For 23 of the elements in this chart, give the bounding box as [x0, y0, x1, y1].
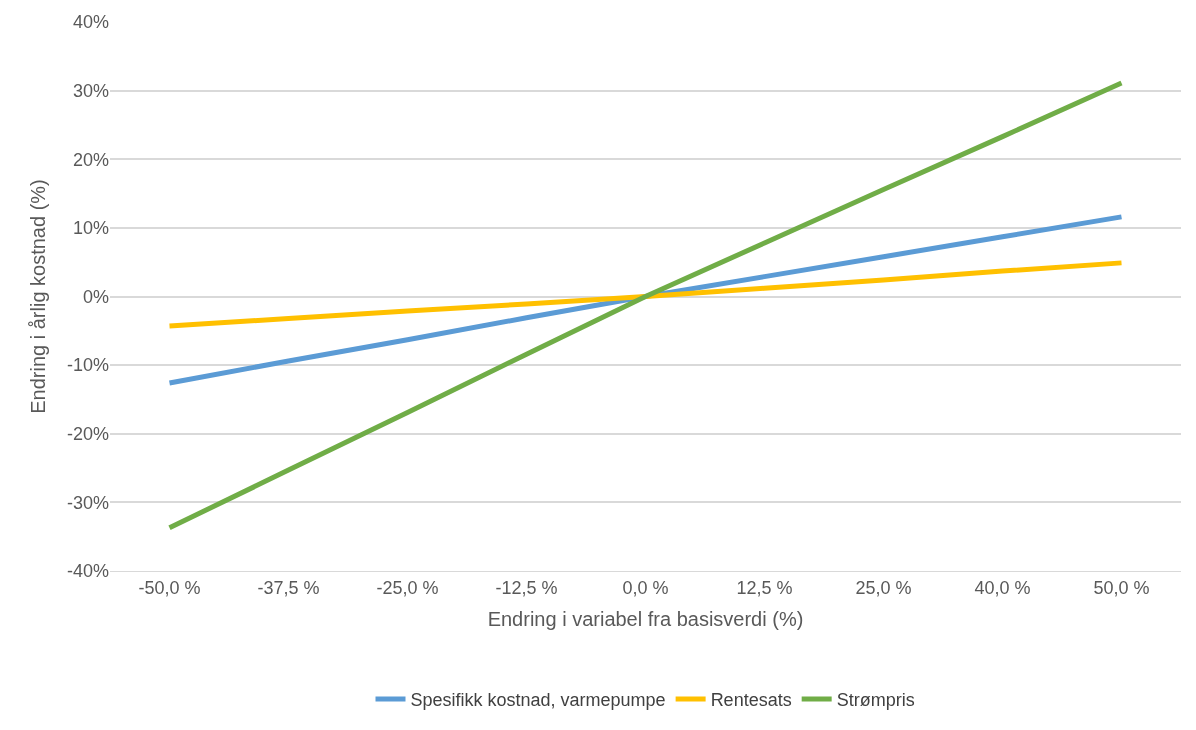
x-tick-label: -37,5 % [257, 577, 320, 598]
x-tick-label: -12,5 % [495, 577, 558, 598]
legend-label: Spesifikk kostnad, varmepumpe [410, 690, 666, 711]
x-axis-title: Endring i variabel fra basisverdi (%) [487, 608, 804, 631]
y-tick-label: 40% [72, 12, 109, 33]
x-tick-label: 25,0 % [855, 577, 912, 598]
x-tick-label: 12,5 % [736, 577, 793, 598]
y-tick-label: -30% [66, 492, 109, 513]
x-tick-label: 0,0 % [622, 577, 669, 598]
x-tick-label: -25,0 % [376, 577, 439, 598]
legend-label: Rentesats [710, 690, 792, 711]
y-tick-label: 20% [72, 149, 109, 170]
y-axis-title: Endring i årlig kostnad (%) [27, 179, 50, 414]
y-tick-label: -40% [66, 561, 109, 582]
x-tick-label: 50,0 % [1093, 577, 1150, 598]
y-tick-label: -20% [66, 424, 109, 445]
y-tick-label: 10% [72, 218, 109, 239]
legend-label: Strømpris [836, 690, 915, 711]
y-tick-label: 0% [82, 286, 109, 307]
y-tick-label: 30% [72, 80, 109, 101]
x-tick-label: 40,0 % [974, 577, 1031, 598]
y-tick-label: -10% [66, 355, 109, 376]
x-tick-label: -50,0 % [138, 577, 201, 598]
